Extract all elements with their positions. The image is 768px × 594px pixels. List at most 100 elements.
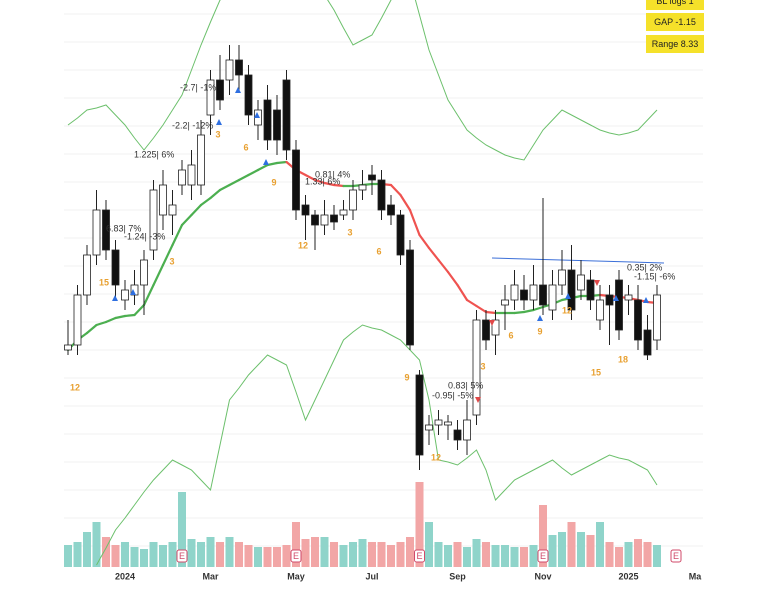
- volume-bar: [83, 532, 91, 567]
- volume-bar: [548, 535, 557, 567]
- volume-bar: [178, 492, 186, 567]
- volume-bar: [615, 547, 623, 567]
- info-box: [646, 35, 704, 53]
- volume-bar: [482, 542, 490, 567]
- candle-body: [520, 289, 528, 301]
- signal-up: [613, 295, 619, 301]
- moving-average: [475, 304, 488, 314]
- moving-average: [532, 305, 545, 312]
- candle-body: [453, 429, 462, 441]
- candle-body: [330, 214, 338, 223]
- moving-average: [418, 233, 431, 250]
- volume-bar: [197, 542, 205, 567]
- moving-average: [104, 316, 117, 324]
- volume-bar: [263, 547, 272, 567]
- volume-bar: [73, 542, 82, 567]
- volume-bar: [159, 545, 167, 567]
- annotation: 0.35| 2%: [627, 262, 662, 272]
- candle-body: [140, 259, 148, 286]
- event-marker: [670, 549, 682, 563]
- candle-body: [615, 279, 623, 331]
- volume-bar: [225, 537, 234, 567]
- signal-up: [216, 119, 222, 125]
- volume-bar: [168, 542, 177, 567]
- candle-body: [187, 164, 196, 186]
- moving-average: [85, 323, 98, 335]
- moving-average: [237, 173, 250, 182]
- volume-bar: [425, 522, 433, 567]
- volume-bar: [558, 532, 566, 567]
- volume-bar: [406, 537, 414, 567]
- moving-average: [256, 163, 269, 172]
- count-label: 3: [169, 256, 174, 266]
- volume-bar: [520, 547, 528, 567]
- candle-body: [206, 79, 215, 116]
- signal-up: [537, 315, 543, 321]
- volume-bar: [92, 522, 101, 567]
- volume-bar: [539, 505, 547, 567]
- candle-body: [273, 109, 281, 141]
- volume-bar: [301, 539, 310, 567]
- candle-body: [596, 299, 604, 321]
- info-box-label: GAP -1.15: [654, 17, 696, 27]
- candle-body: [444, 421, 452, 426]
- candle-body: [472, 319, 481, 416]
- count-label: 6: [243, 142, 248, 152]
- candle-body: [320, 214, 329, 226]
- candle-body: [548, 284, 557, 311]
- candle-body: [539, 284, 547, 306]
- x-tick-label: Ma: [689, 571, 702, 581]
- moving-average: [465, 298, 478, 308]
- candle-body: [529, 284, 538, 301]
- candle-body: [377, 179, 386, 211]
- volume-bar: [111, 545, 120, 567]
- x-tick-label: 2025: [618, 571, 638, 581]
- candle-body: [292, 149, 300, 211]
- candle-body: [501, 299, 509, 306]
- info-box: [646, 13, 704, 31]
- count-label: 9: [537, 326, 542, 336]
- annotation: -2.2| -12%: [172, 120, 213, 130]
- moving-average: [408, 208, 421, 237]
- volume-bar: [396, 542, 405, 567]
- count-label: 12: [70, 382, 80, 392]
- moving-average: [180, 213, 193, 227]
- moving-average: [228, 178, 241, 187]
- volume-bar: [529, 545, 538, 567]
- signal-up: [235, 87, 241, 93]
- moving-average: [427, 246, 440, 262]
- annotation: 1.33| 6%: [305, 176, 340, 186]
- count-label: 9: [271, 177, 276, 187]
- moving-average: [133, 303, 146, 317]
- candle-body: [643, 329, 652, 356]
- x-tick-label: Jul: [365, 571, 378, 581]
- count-label: 15: [591, 367, 601, 377]
- volume-bar: [463, 547, 471, 567]
- candle-body: [577, 274, 585, 291]
- x-tick-label: Nov: [534, 571, 551, 581]
- candle-body: [463, 419, 471, 441]
- x-tick-label: 2024: [115, 571, 135, 581]
- annotation: -1.24| -3%: [124, 231, 165, 241]
- event-marker: [290, 549, 302, 563]
- trend-line: [491, 257, 665, 264]
- candle-body: [102, 209, 110, 251]
- moving-average: [399, 193, 412, 212]
- volume-bar: [387, 545, 395, 567]
- volume-bar: [254, 547, 262, 567]
- candle-body: [605, 294, 614, 306]
- volume-bar: [282, 545, 291, 567]
- volume-bar: [501, 545, 509, 567]
- volume-bar: [605, 542, 614, 567]
- event-label: E: [673, 551, 679, 561]
- event-label: E: [179, 551, 185, 561]
- count-label: 12: [431, 452, 441, 462]
- candle-body: [339, 209, 348, 216]
- candle-body: [149, 189, 158, 251]
- count-label: 12: [562, 305, 572, 315]
- volume-bar: [415, 482, 424, 567]
- moving-average: [142, 283, 155, 307]
- count-label: 9: [404, 372, 409, 382]
